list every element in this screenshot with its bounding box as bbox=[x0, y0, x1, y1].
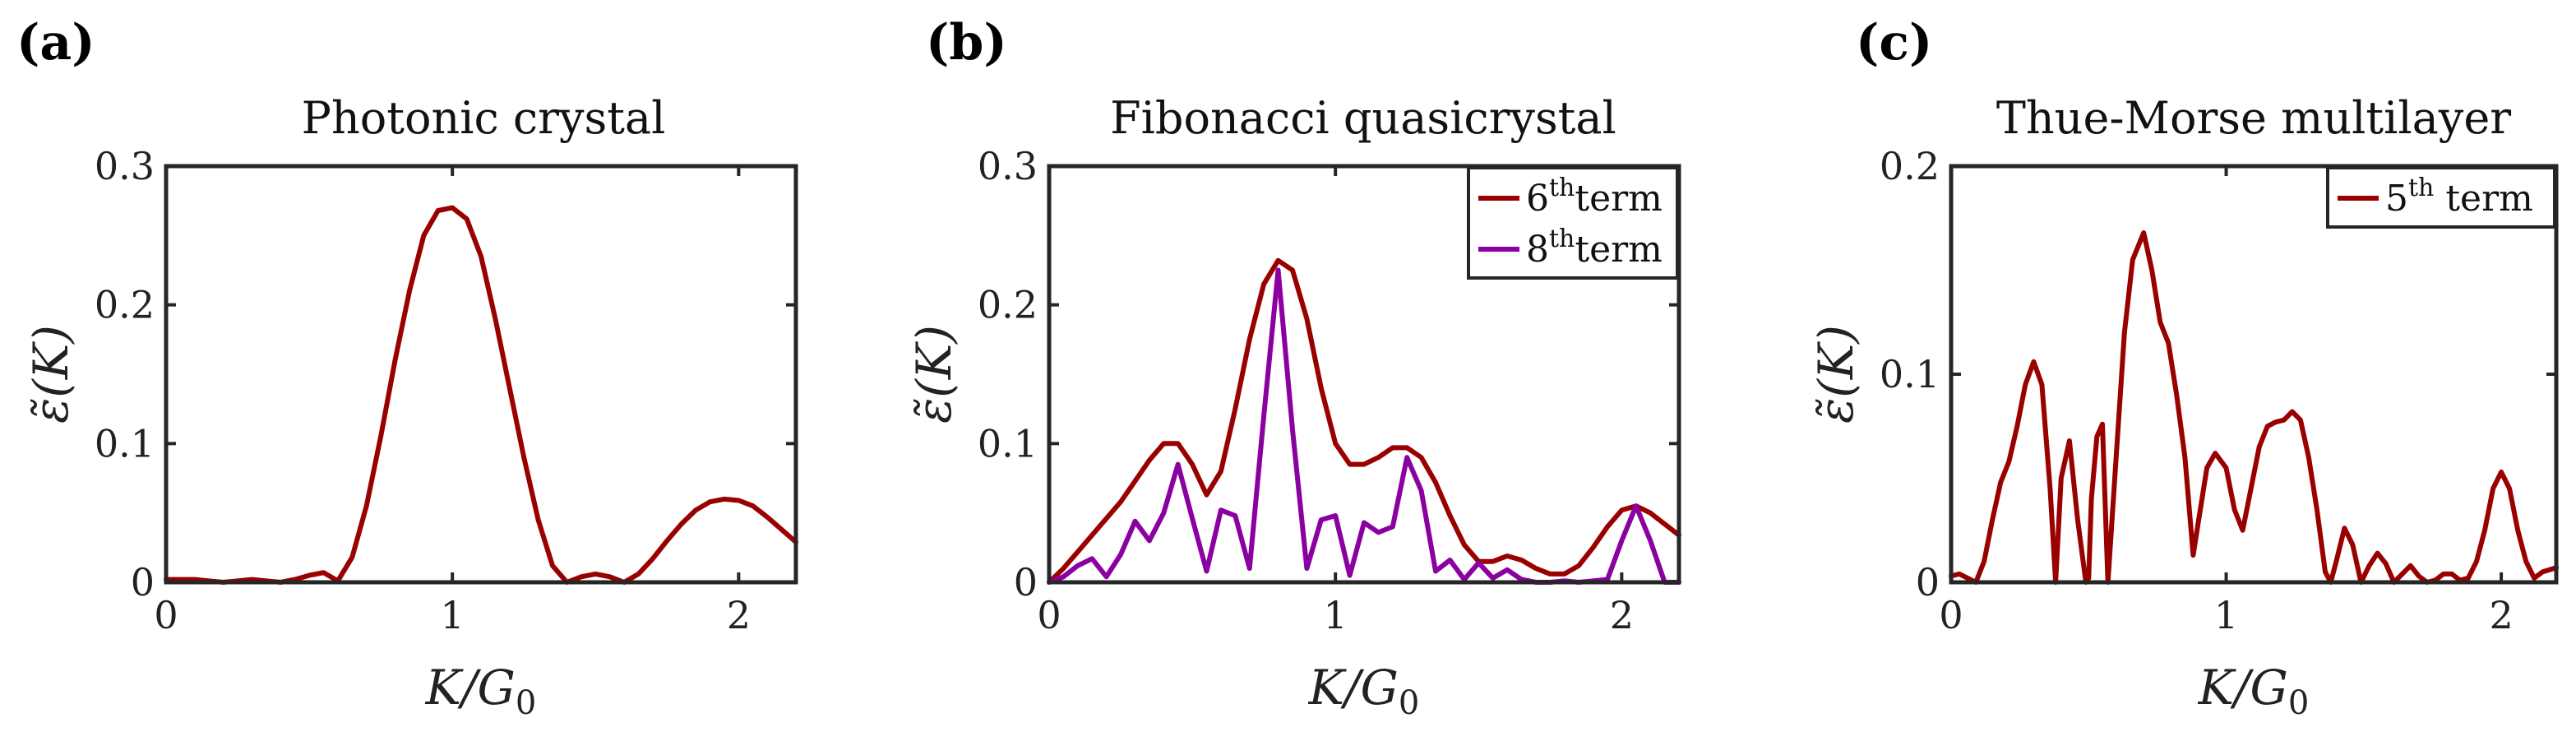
legend-label: 6thterm bbox=[1526, 174, 1663, 220]
y-tick-label: 0.1 bbox=[95, 421, 155, 465]
y-tick-label: 0.3 bbox=[978, 144, 1038, 188]
y-tick-label: 0 bbox=[131, 560, 155, 604]
panel-c-series-line-1 bbox=[1949, 230, 2559, 585]
y-axis-label: ε̃(K) bbox=[23, 325, 79, 424]
x-tick-label: 0 bbox=[1037, 593, 1061, 637]
legend: 5th term bbox=[2326, 166, 2556, 229]
x-tick-label: 0 bbox=[1939, 593, 1963, 637]
x-tick-label: 1 bbox=[441, 593, 465, 637]
y-axis-label: ε̃(K) bbox=[906, 325, 962, 424]
x-axis-label: K/G0 bbox=[1308, 660, 1420, 722]
panel-c-letter: (c) bbox=[1856, 14, 1932, 72]
panel-a-series-line-1 bbox=[164, 205, 798, 585]
panel-b-series-line-2 bbox=[1047, 267, 1681, 585]
x-tick-label: 2 bbox=[2489, 593, 2513, 637]
panel-a-letter: (a) bbox=[16, 14, 95, 72]
legend-box bbox=[1467, 166, 1679, 280]
y-axis-label: ε̃(K) bbox=[1808, 325, 1864, 424]
y-tick-label: 0.1 bbox=[1880, 352, 1940, 396]
panel-c: (c) Thue-Morse multilayer 0 1 2 0 0.1 0.2 K/G0… bbox=[1808, 14, 2559, 722]
panel-c-title: Thue-Morse multilayer bbox=[1996, 92, 2511, 144]
panel-b-axes-box bbox=[1047, 164, 1681, 585]
panel-b-title: Fibonacci quasicrystal bbox=[1110, 92, 1616, 144]
legend: 6thterm 8thterm bbox=[1467, 166, 1679, 280]
panel-c-plot: 0 1 2 0 0.1 0.2 K/G0 ε̃(K) 5th term bbox=[1808, 144, 2559, 722]
y-tick-label: 0 bbox=[1916, 560, 1940, 604]
y-tick-label: 0.2 bbox=[95, 283, 155, 327]
y-tick-label: 0.2 bbox=[1880, 144, 1940, 188]
y-tick-label: 0.2 bbox=[978, 283, 1038, 327]
panel-b: (b) Fibonacci quasicrystal 0 1 2 0 0.1 0.2 0.3… bbox=[906, 14, 1681, 722]
panel-a-title: Photonic crystal bbox=[302, 92, 666, 144]
x-axis-label: K/G0 bbox=[425, 660, 537, 722]
x-tick-label: 2 bbox=[1610, 593, 1634, 637]
x-tick-label: 2 bbox=[727, 593, 751, 637]
x-axis-label: K/G0 bbox=[2198, 660, 2310, 722]
panel-a: (a) Photonic crystal 0 1 2 0 0.1 0.2 0.3 K/G0 ε̃… bbox=[16, 14, 798, 722]
x-tick-label: 0 bbox=[154, 593, 178, 637]
panel-b-letter: (b) bbox=[926, 14, 1007, 72]
panel-b-plot: 0 1 2 0 0.1 0.2 0.3 K/G0 ε̃(K) 6thterm 8thterm bbox=[906, 144, 1681, 722]
y-tick-label: 0.3 bbox=[95, 144, 155, 188]
panel-b-series-line-1 bbox=[1047, 257, 1681, 585]
legend-label: 5th term bbox=[2385, 174, 2533, 220]
panel-a-axes-box bbox=[164, 164, 798, 585]
y-tick-label: 0.1 bbox=[978, 421, 1038, 465]
legend-label: 8thterm bbox=[1526, 225, 1663, 271]
x-tick-label: 1 bbox=[1324, 593, 1348, 637]
y-tick-label: 0 bbox=[1014, 560, 1038, 604]
x-tick-label: 1 bbox=[2214, 593, 2238, 637]
panel-a-plot: 0 1 2 0 0.1 0.2 0.3 K/G0 ε̃(K) bbox=[23, 144, 798, 722]
